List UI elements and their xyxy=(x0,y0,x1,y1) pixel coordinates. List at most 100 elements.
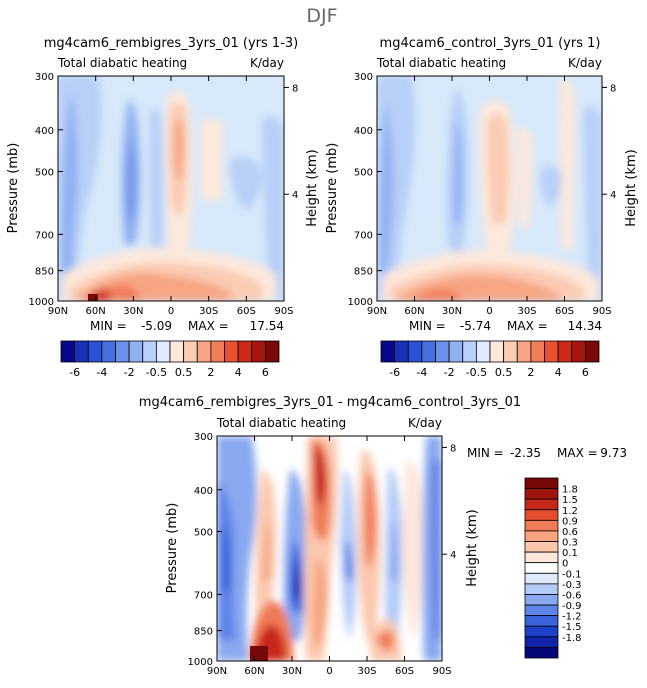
colorbar-label: 2 xyxy=(527,366,534,379)
colorbar-swatch xyxy=(142,340,157,363)
panel-diff-colorbar: 1.81.51.20.90.60.30.10-0.1-0.3-0.6-0.9-1… xyxy=(524,477,582,659)
panel-b-max-value: 14.34 xyxy=(568,319,602,333)
y-tick-label: 850 xyxy=(194,627,213,638)
colorbar-label: 4 xyxy=(555,366,562,379)
panel-b-ylabel: Pressure (mb) xyxy=(325,143,340,234)
panel-b-colorbar: -6 -4 -2 -0.5 0.5 2 4 6 xyxy=(380,340,600,379)
y-tick-label: 300 xyxy=(194,432,213,443)
panel-a-min-label: MIN = xyxy=(90,319,127,333)
panel-b-field xyxy=(377,76,602,301)
panel-diff-ylabel: Pressure (mb) xyxy=(165,503,180,594)
colorbar-swatch xyxy=(115,340,130,363)
colorbar-swatch xyxy=(475,340,491,363)
panel-b-max-label: MAX = xyxy=(507,319,548,333)
colorbar-swatch xyxy=(503,340,518,363)
x-tick-label: 30S xyxy=(199,306,218,317)
y-tick-label: 500 xyxy=(35,167,54,178)
colorbar-swatch xyxy=(524,625,559,638)
y-tick-label: 1000 xyxy=(348,297,373,308)
y-tick-label: 700 xyxy=(354,230,373,241)
colorbar-swatch xyxy=(524,636,559,648)
y-tick-label: 700 xyxy=(35,230,54,241)
colorbar-label: 4 xyxy=(235,366,242,379)
colorbar-swatch xyxy=(524,562,559,574)
colorbar-swatch xyxy=(489,340,505,363)
colorbar-label: -0.3 xyxy=(562,580,582,591)
panel-b-ylabel-right: Height (km) xyxy=(624,149,639,226)
x-tick-label: 60S xyxy=(395,666,414,677)
panel-a-axes: 90N 60N 30N 0 30S 60S 90S 300 400 500 700 850 1000 8 4 xyxy=(29,72,299,317)
colorbar-label: 1.8 xyxy=(562,485,578,496)
colorbar-label: -4 xyxy=(416,366,427,379)
panel-b-axes: 90N 60N 30N 0 30S 60S 90S 300 400 500 700 850 1000 8 4 xyxy=(348,72,617,317)
colorbar-swatch xyxy=(584,340,600,363)
colorbar-label: 0.6 xyxy=(562,527,578,538)
y-tick-right-label: 4 xyxy=(292,190,298,201)
panel-b-subtitle: Total diabatic heating xyxy=(376,56,506,70)
x-tick-label: 60N xyxy=(404,306,424,317)
colorbar-swatch xyxy=(524,509,559,521)
y-tick-right-label: 8 xyxy=(450,443,456,454)
colorbar-label: -0.5 xyxy=(466,366,487,379)
colorbar-swatch xyxy=(524,541,559,553)
panel-diff-max-label: MAX = xyxy=(557,446,598,460)
y-tick-label: 300 xyxy=(35,72,54,83)
colorbar-swatch xyxy=(380,340,396,363)
colorbar-swatch xyxy=(407,340,423,363)
colorbar-label: 6 xyxy=(262,366,269,379)
colorbar-label: 1.2 xyxy=(562,506,578,517)
y-tick-label: 700 xyxy=(194,590,213,601)
colorbar-swatch xyxy=(74,340,89,363)
panel-diff-field xyxy=(217,436,442,661)
x-tick-label: 90N xyxy=(207,666,227,677)
colorbar-label: -0.6 xyxy=(562,590,582,601)
panel-a-max-label: MAX = xyxy=(188,319,229,333)
panel-b-min-value: -5.74 xyxy=(460,319,491,333)
colorbar-label: -6 xyxy=(69,366,80,379)
panel-diff-max-value: 9.73 xyxy=(600,446,627,460)
colorbar-swatch xyxy=(264,340,280,363)
panel-a-title: mg4cam6_rembigres_3yrs_01 (yrs 1-3) xyxy=(44,36,298,51)
x-tick-label: 60N xyxy=(244,666,264,677)
colorbar-swatch xyxy=(462,340,477,363)
colorbar-swatch xyxy=(210,340,225,363)
colorbar-label: 1.5 xyxy=(562,495,578,506)
x-tick-label: 30S xyxy=(357,666,376,677)
colorbar-swatch xyxy=(448,340,464,363)
colorbar-swatch xyxy=(557,340,573,363)
x-tick-label: 90S xyxy=(432,666,451,677)
panel-b-title: mg4cam6_control_3yrs_01 (yrs 1) xyxy=(380,36,601,51)
colorbar-swatch xyxy=(101,340,116,363)
colorbar-label: -0.1 xyxy=(562,569,582,580)
panel-diff-title: mg4cam6_rembigres_3yrs_01 - mg4cam6_cont… xyxy=(139,395,521,410)
colorbar-swatch xyxy=(237,340,253,363)
colorbar-label: -1.8 xyxy=(562,633,582,644)
colorbar-label: 0.1 xyxy=(562,548,578,559)
y-tick-label: 400 xyxy=(354,126,373,137)
x-tick-label: 60N xyxy=(86,306,106,317)
colorbar-swatch xyxy=(155,340,171,363)
colorbar-swatch xyxy=(524,604,559,617)
panel-diff-min-label: MIN = xyxy=(467,446,504,460)
x-tick-label: 0 xyxy=(168,306,174,317)
x-tick-label: 60S xyxy=(237,306,256,317)
panel-a-field xyxy=(58,76,284,301)
colorbar-label: 0.3 xyxy=(562,538,578,549)
colorbar-swatch xyxy=(524,583,559,595)
colorbar-swatch xyxy=(196,340,212,363)
colorbar-swatch xyxy=(224,340,239,363)
x-tick-label: 30S xyxy=(517,306,536,317)
colorbar-label: 0.5 xyxy=(175,366,193,379)
colorbar-label: 2 xyxy=(207,366,214,379)
colorbar-swatch xyxy=(524,488,559,500)
y-tick-label: 500 xyxy=(194,527,213,538)
colorbar-label: -6 xyxy=(389,366,400,379)
page-title: DJF xyxy=(306,5,337,27)
x-tick-label: 90S xyxy=(592,306,611,317)
y-tick-label: 500 xyxy=(354,167,373,178)
colorbar-label: 0.9 xyxy=(562,516,578,527)
y-tick-label: 400 xyxy=(35,126,54,137)
panel-a-colorbar: -6 -4 -2 -0.5 0.5 2 4 6 xyxy=(60,340,280,379)
colorbar-swatch xyxy=(251,340,266,363)
colorbar-swatch xyxy=(524,498,559,511)
